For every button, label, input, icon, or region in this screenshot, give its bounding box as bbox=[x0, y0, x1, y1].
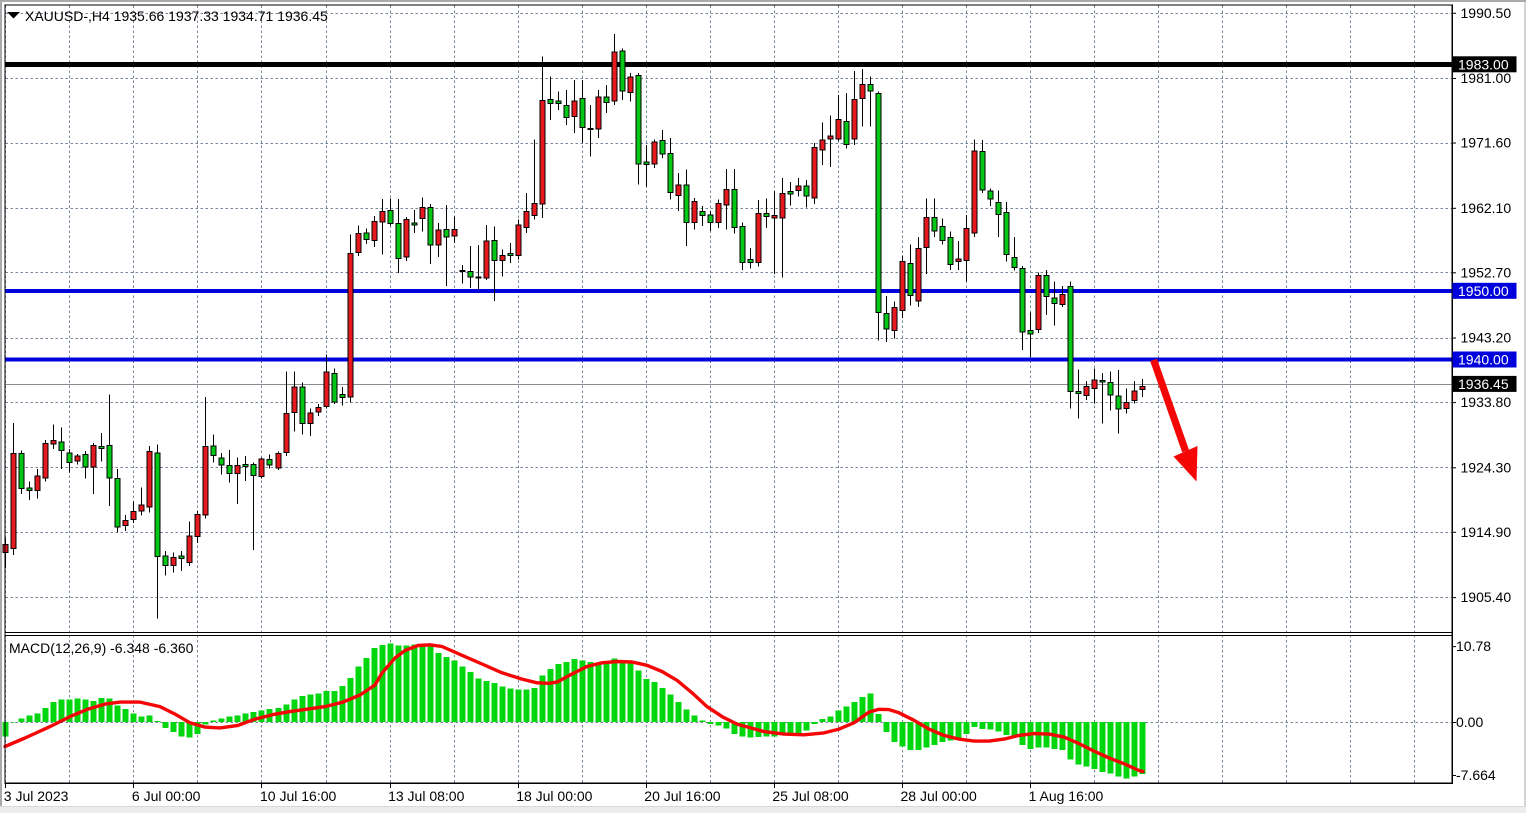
svg-text:1952.70: 1952.70 bbox=[1461, 264, 1512, 280]
svg-text:13 Jul 08:00: 13 Jul 08:00 bbox=[388, 788, 464, 804]
svg-text:XAUUSD-,H4 1935.66 1937.33 19: XAUUSD-,H4 1935.66 1937.33 1934.71 1936.… bbox=[25, 8, 328, 24]
svg-text:1943.20: 1943.20 bbox=[1461, 330, 1512, 346]
svg-text:28 Jul 00:00: 28 Jul 00:00 bbox=[901, 788, 977, 804]
svg-text:0.00: 0.00 bbox=[1456, 714, 1483, 730]
svg-text:1983.00: 1983.00 bbox=[1458, 56, 1509, 72]
svg-text:3 Jul 2023: 3 Jul 2023 bbox=[4, 788, 69, 804]
svg-text:10 Jul 16:00: 10 Jul 16:00 bbox=[260, 788, 336, 804]
svg-text:1971.60: 1971.60 bbox=[1461, 135, 1512, 151]
svg-text:1924.30: 1924.30 bbox=[1461, 459, 1512, 475]
svg-text:10.78: 10.78 bbox=[1456, 638, 1491, 654]
svg-text:6 Jul 00:00: 6 Jul 00:00 bbox=[132, 788, 201, 804]
svg-text:1933.80: 1933.80 bbox=[1461, 394, 1512, 410]
svg-text:1905.40: 1905.40 bbox=[1461, 589, 1512, 605]
svg-text:1940.00: 1940.00 bbox=[1458, 352, 1509, 368]
svg-text:MACD(12,26,9) -6.348 -6.360: MACD(12,26,9) -6.348 -6.360 bbox=[9, 640, 194, 656]
svg-text:1962.10: 1962.10 bbox=[1461, 200, 1512, 216]
svg-text:20 Jul 16:00: 20 Jul 16:00 bbox=[644, 788, 720, 804]
svg-text:25 Jul 08:00: 25 Jul 08:00 bbox=[772, 788, 848, 804]
svg-text:1950.00: 1950.00 bbox=[1458, 283, 1509, 299]
svg-text:1990.50: 1990.50 bbox=[1461, 5, 1512, 21]
svg-text:18 Jul 00:00: 18 Jul 00:00 bbox=[516, 788, 592, 804]
svg-text:1914.90: 1914.90 bbox=[1461, 524, 1512, 540]
svg-text:1981.00: 1981.00 bbox=[1461, 70, 1512, 86]
svg-text:-7.664: -7.664 bbox=[1456, 767, 1496, 783]
svg-text:1936.45: 1936.45 bbox=[1458, 376, 1509, 392]
svg-text:1 Aug 16:00: 1 Aug 16:00 bbox=[1029, 788, 1104, 804]
